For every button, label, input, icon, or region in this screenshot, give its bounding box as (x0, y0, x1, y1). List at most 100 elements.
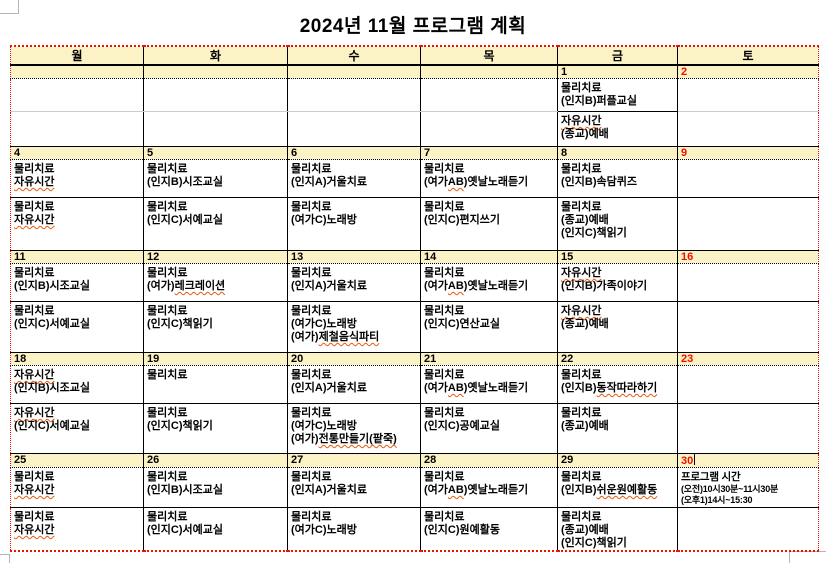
date-cell[interactable]: 30 (677, 453, 819, 468)
calendar-cell[interactable] (143, 111, 288, 147)
calendar-cell[interactable]: 물리치료 (여가C)노래방 (여가)제철음식파티 (287, 301, 421, 353)
calendar-cell[interactable]: 물리치료 자유시간 (10, 467, 144, 508)
schedule-line: 자유시간 (12, 366, 144, 382)
calendar-cell[interactable]: 물리치료 (인지C)서예교실 (143, 507, 288, 552)
date-cell[interactable]: 18 (10, 352, 144, 366)
calendar-cell[interactable] (287, 111, 421, 147)
calendar-cell[interactable]: 자유시간 (인지B)시조교실 (10, 365, 144, 404)
calendar-cell[interactable]: 물리치료 (인지B)속담퀴즈 (557, 159, 678, 198)
calendar-cell[interactable] (677, 403, 819, 454)
calendar-cell[interactable] (10, 78, 144, 112)
calendar-cell[interactable]: 물리치료 (인지B)쉬운원예활동 (557, 467, 678, 508)
calendar-cell[interactable] (677, 159, 819, 198)
calendar-cell[interactable] (677, 111, 819, 147)
date-cell[interactable]: 28 (420, 453, 558, 468)
spellcheck-squiggle: AB (447, 280, 464, 292)
calendar-cell[interactable]: 물리치료 자유시간 (10, 159, 144, 198)
calendar-cell[interactable]: 물리치료 (인지C)원예활동 (420, 507, 558, 552)
date-cell[interactable]: 23 (677, 352, 819, 366)
calendar-cell[interactable]: 물리치료 (인지C)서예교실 (10, 301, 144, 353)
spellcheck-squiggle: AB (447, 484, 464, 496)
calendar-cell[interactable]: 물리치료 (143, 365, 288, 404)
day-header-1[interactable]: 월 (10, 45, 144, 66)
date-cell[interactable] (10, 65, 144, 79)
date-cell[interactable]: 4 (10, 146, 144, 160)
date-cell[interactable]: 13 (287, 250, 421, 264)
date-cell[interactable]: 25 (10, 453, 144, 468)
calendar-cell[interactable]: 물리치료 (인지B)시조교실 (143, 159, 288, 198)
calendar-cell[interactable]: 물리치료 (인지A)거울치료 (287, 159, 421, 198)
date-cell[interactable]: 27 (287, 453, 421, 468)
calendar-cell[interactable]: 물리치료 (인지B)시조교실 (10, 263, 144, 302)
calendar-cell[interactable]: 물리치료 (인지C)책읽기 (143, 301, 288, 353)
calendar-cell[interactable] (677, 365, 819, 404)
date-cell[interactable] (143, 65, 288, 79)
date-cell[interactable] (420, 65, 558, 79)
calendar-cell[interactable]: 물리치료 (종교)예배 (인지C)책읽기 (557, 507, 678, 552)
day-header-2[interactable]: 화 (143, 45, 288, 66)
date-cell[interactable]: 2 (677, 65, 819, 79)
calendar-cell[interactable] (677, 197, 819, 251)
day-header-3[interactable]: 수 (287, 45, 421, 66)
calendar-cell[interactable]: 자유시간 (종교)예배 (557, 301, 678, 353)
calendar-cell[interactable]: 물리치료 (인지A)거울치료 (287, 263, 421, 302)
date-cell[interactable]: 12 (143, 250, 288, 264)
calendar-cell[interactable]: 물리치료 자유시간 (10, 507, 144, 552)
date-cell[interactable]: 16 (677, 250, 819, 264)
calendar-cell[interactable]: 자유시간 (인지C)서예교실 (10, 403, 144, 454)
date-cell[interactable]: 15 (557, 250, 678, 264)
calendar-cell[interactable]: 물리치료 (종교)예배 (인지C)책읽기 (557, 197, 678, 251)
day-header-4[interactable]: 목 (420, 45, 558, 66)
date-cell[interactable]: 8 (557, 146, 678, 160)
date-cell[interactable]: 1 (557, 65, 678, 79)
calendar-cell[interactable] (677, 78, 819, 112)
calendar-cell[interactable] (420, 78, 558, 112)
calendar-cell[interactable]: 물리치료 (여가C)노래방 (여가)전통만들기(팥죽) (287, 403, 421, 454)
calendar-cell[interactable]: 물리치료 (인지C)서예교실 (143, 197, 288, 251)
calendar-cell[interactable]: 물리치료 (여가AB)옛날노래듣기 (420, 365, 558, 404)
calendar-cell[interactable]: 물리치료 (여가AB)옛날노래듣기 (420, 263, 558, 302)
calendar-cell[interactable]: 물리치료 (여가C)노래방 (287, 197, 421, 251)
calendar-cell[interactable]: 물리치료 (여가C)노래방 (287, 507, 421, 552)
calendar-cell[interactable]: 물리치료 (인지A)거울치료 (287, 467, 421, 508)
calendar-cell[interactable]: 물리치료 (인지C)공예교실 (420, 403, 558, 454)
calendar-cell[interactable] (287, 78, 421, 112)
date-cell[interactable]: 5 (143, 146, 288, 160)
calendar-cell[interactable]: 자유시간 (인지B)가족이야기 (557, 263, 678, 302)
date-cell[interactable]: 6 (287, 146, 421, 160)
calendar-cell[interactable]: 물리치료 (여가)레크레이션 (143, 263, 288, 302)
day-header-5[interactable]: 금 (557, 45, 678, 66)
date-cell[interactable] (287, 65, 421, 79)
calendar-cell[interactable]: 물리치료 (인지B)시조교실 (143, 467, 288, 508)
day-header-6[interactable]: 토 (677, 45, 819, 66)
calendar-cell[interactable] (677, 301, 819, 353)
calendar-cell[interactable]: 자유시간 (종교)예배 (557, 111, 678, 147)
date-cell[interactable]: 9 (677, 146, 819, 160)
calendar-cell[interactable]: 물리치료 (인지C)편지쓰기 (420, 197, 558, 251)
calendar-cell[interactable] (420, 111, 558, 147)
calendar-cell[interactable]: 물리치료 (인지C)연산교실 (420, 301, 558, 353)
calendar-cell[interactable] (10, 111, 144, 147)
calendar-cell[interactable]: 물리치료 (인지C)책읽기 (143, 403, 288, 454)
date-cell[interactable]: 22 (557, 352, 678, 366)
date-cell[interactable]: 19 (143, 352, 288, 366)
calendar-cell[interactable]: 물리치료 (종교)예배 (557, 403, 678, 454)
date-cell[interactable]: 29 (557, 453, 678, 468)
calendar-cell[interactable]: 물리치료 (여가AB)옛날노래듣기 (420, 159, 558, 198)
schedule-line: 물리치료 (424, 369, 465, 381)
calendar-cell[interactable]: 물리치료 (여가AB)옛날노래듣기 (420, 467, 558, 508)
calendar-cell[interactable] (677, 507, 819, 552)
date-cell[interactable]: 11 (10, 250, 144, 264)
date-cell[interactable]: 14 (420, 250, 558, 264)
date-cell[interactable]: 21 (420, 352, 558, 366)
date-cell[interactable]: 7 (420, 146, 558, 160)
calendar-cell[interactable]: 물리치료 (인지B)동작따라하기 (557, 365, 678, 404)
date-cell[interactable]: 26 (143, 453, 288, 468)
calendar-cell[interactable]: 물리치료 자유시간 (10, 197, 144, 251)
calendar-cell[interactable]: 프로그램 시간 (오전)10시30분~11시30분 (오후1)14시~15:30 (677, 467, 819, 508)
calendar-cell[interactable]: 물리치료 (인지B)퍼플교실 (557, 78, 678, 112)
calendar-cell[interactable] (677, 263, 819, 302)
calendar-cell[interactable] (143, 78, 288, 112)
date-cell[interactable]: 20 (287, 352, 421, 366)
calendar-cell[interactable]: 물리치료 (인지A)거울치료 (287, 365, 421, 404)
